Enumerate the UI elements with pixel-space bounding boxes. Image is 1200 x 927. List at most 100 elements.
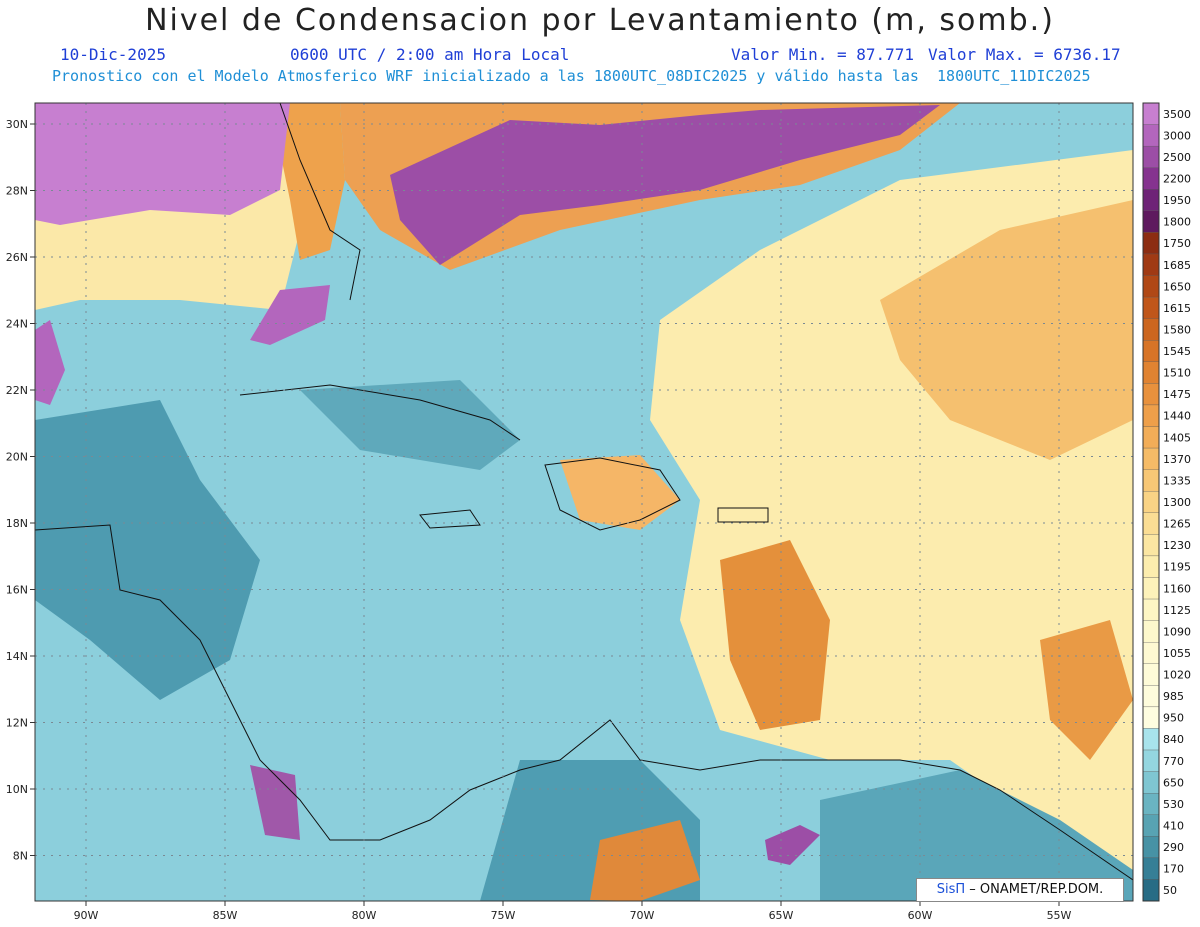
legend-label: 50 [1163, 884, 1177, 897]
lat-label: 20N [6, 451, 28, 464]
legend-swatch [1142, 361, 1160, 384]
forecast-time: 0600 UTC / 2:00 am Hora Local [290, 45, 570, 64]
coastline-south [35, 524, 1133, 881]
legend-label: 3500 [1163, 108, 1191, 121]
credit-box: SisΠ – ONAMET/REP.DOM. [916, 878, 1124, 902]
coastline-puerto-rico [717, 507, 769, 523]
legend-swatch [1142, 340, 1160, 362]
legend-swatch [1142, 491, 1160, 513]
legend-swatch [1142, 555, 1160, 578]
field-colombia-orange [590, 820, 700, 901]
plot-frame [34, 102, 1134, 902]
legend-swatch [1142, 447, 1160, 470]
legend-label: 1125 [1163, 604, 1191, 617]
field-costa-rica-high [250, 765, 300, 840]
legend-swatch [1142, 663, 1160, 686]
lat-lon-grid [35, 103, 1133, 901]
lat-label: 30N [6, 118, 28, 131]
legend-swatch [1142, 534, 1160, 557]
lon-label: 70W [630, 909, 655, 922]
lat-label: 8N [13, 850, 28, 863]
lon-label: 65W [769, 909, 794, 922]
legend-label: 650 [1163, 776, 1184, 789]
legend-label: 1685 [1163, 259, 1191, 272]
coastline-north [239, 103, 521, 441]
legend-label: 1950 [1163, 194, 1191, 207]
field-hispaniola [560, 455, 680, 530]
legend-swatch [1142, 879, 1160, 902]
legend-swatch [1142, 383, 1160, 406]
legend-label: 840 [1163, 733, 1184, 746]
legend-swatch [1142, 469, 1160, 492]
field-cuba [300, 380, 520, 470]
legend-label: 2200 [1163, 172, 1191, 185]
lon-label: 60W [908, 909, 933, 922]
legend-label: 770 [1163, 755, 1184, 768]
lat-label: 24N [6, 318, 28, 331]
legend-label: 1020 [1163, 669, 1191, 682]
lat-label: 16N [6, 584, 28, 597]
legend-label: 1750 [1163, 237, 1191, 250]
longitude-labels: 90W 85W 80W 75W 70W 65W 60W 55W [74, 901, 1072, 922]
legend-label: 950 [1163, 712, 1184, 725]
legend-label: 1300 [1163, 496, 1191, 509]
legend-swatch [1142, 167, 1160, 190]
legend-label: 1510 [1163, 367, 1191, 380]
legend-swatch [1142, 814, 1160, 837]
legend-label: 3000 [1163, 129, 1191, 142]
legend-swatch [1142, 296, 1160, 319]
legend-swatch [1142, 706, 1160, 729]
legend-swatch [1142, 620, 1160, 643]
legend-label: 1650 [1163, 280, 1191, 293]
legend-swatch [1142, 189, 1160, 211]
map-title: Nivel de Condensacion por Levantamiento … [145, 3, 1055, 38]
legend-label: 1055 [1163, 647, 1191, 660]
lat-label: 10N [6, 783, 28, 796]
legend-swatch [1142, 512, 1160, 535]
forecast-date: 10-Dic-2025 [60, 45, 166, 64]
lat-label: 14N [6, 650, 28, 663]
legend-swatch [1142, 685, 1160, 708]
legend-label: 1800 [1163, 216, 1191, 229]
legend-label: 1335 [1163, 474, 1191, 487]
value-max: Valor Max. = 6736.17 [928, 45, 1121, 64]
field-east-orange [880, 200, 1133, 460]
map-field [35, 103, 1133, 901]
lat-label: 22N [6, 384, 28, 397]
lon-label: 55W [1047, 909, 1072, 922]
field-cuba-west-high [250, 285, 330, 345]
legend-label: 1545 [1163, 345, 1191, 358]
legend-swatch [1142, 102, 1160, 125]
legend-label: 1440 [1163, 410, 1191, 423]
legend-label: 170 [1163, 863, 1184, 876]
color-legend: 3500 3000 2500 2200 1950 1800 1750 1685 1650 1615… [1142, 102, 1191, 902]
legend-frame [1142, 102, 1160, 902]
field-guyana [820, 770, 1133, 901]
legend-label: 1405 [1163, 431, 1191, 444]
legend-swatch [1142, 793, 1160, 815]
lon-label: 85W [213, 909, 238, 922]
legend-label: 1195 [1163, 561, 1191, 574]
lat-label: 18N [6, 517, 28, 530]
legend-swatch [1142, 318, 1160, 341]
coastline-hispaniola [544, 457, 681, 531]
legend-label: 290 [1163, 841, 1184, 854]
field-lesser-antilles-orange [720, 540, 830, 730]
field-central-america [35, 400, 260, 700]
legend-swatch [1142, 728, 1160, 751]
legend-label: 985 [1163, 690, 1184, 703]
lon-label: 90W [74, 909, 99, 922]
legend-swatch [1142, 642, 1160, 664]
legend-label: 1090 [1163, 625, 1191, 638]
lat-label: 12N [6, 717, 28, 730]
legend-swatch [1142, 771, 1160, 794]
legend-label: 530 [1163, 798, 1184, 811]
sispi-logo: SisΠ [936, 882, 966, 897]
field-atlantic-high [390, 105, 940, 265]
legend-label: 1580 [1163, 323, 1191, 336]
legend-swatch [1142, 145, 1160, 168]
latitude-labels: 30N 28N 26N 24N 22N 20N 18N 16N 14N 12N 10N 8N [6, 118, 35, 863]
legend-label: 1370 [1163, 453, 1191, 466]
legend-label: 2500 [1163, 151, 1191, 164]
